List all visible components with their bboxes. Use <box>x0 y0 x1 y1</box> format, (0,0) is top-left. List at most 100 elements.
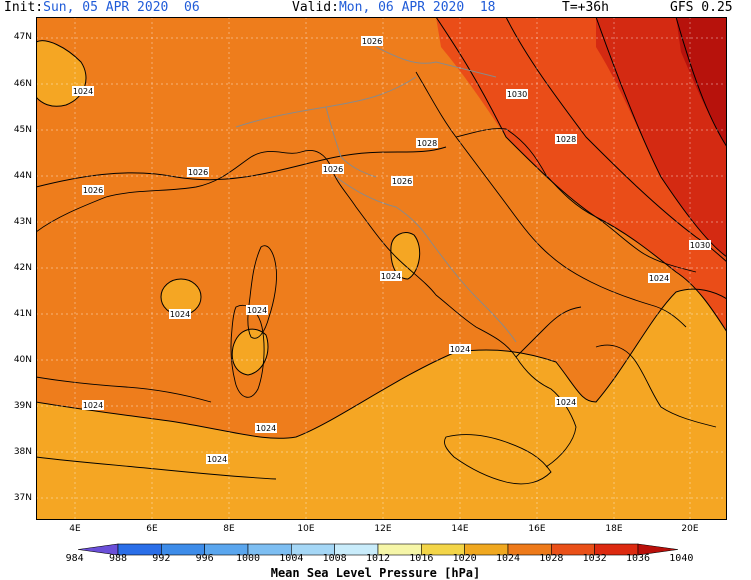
field-1020-cell-sardinia <box>232 329 268 375</box>
isobar-label-text: 1028 <box>417 139 437 148</box>
legend-tick-label: 1032 <box>582 553 607 564</box>
isobar-label: 1024 <box>449 344 471 354</box>
isobar-label: 1024 <box>555 397 577 407</box>
lon-label-12e: 12E <box>374 524 392 534</box>
isobar-label: 1024 <box>246 305 268 315</box>
isobar-line <box>675 17 727 148</box>
legend-tick-label: 996 <box>195 553 214 564</box>
legend-swatch <box>637 543 678 556</box>
isobar-label-text: 1024 <box>73 87 93 96</box>
isobar-label: 1024 <box>206 454 228 464</box>
isobar-label: 1024 <box>253 303 275 313</box>
isobar-label-text: 1024 <box>649 274 669 283</box>
isobar-label: 1026 <box>187 167 209 177</box>
model-name: GFS 0.25 <box>670 0 733 15</box>
legend-tick-label: 1008 <box>322 553 347 564</box>
isobar-label-text: 1028 <box>556 135 576 144</box>
lon-label-4e: 4E <box>69 524 81 534</box>
lead-time: T=+36h <box>562 0 609 15</box>
isobar-label-text: 1024 <box>83 401 103 410</box>
legend-tick-label: 1004 <box>279 553 304 564</box>
isobar-label-text: 1026 <box>392 177 412 186</box>
border-line <box>335 176 432 243</box>
isobar-label: 1028 <box>555 134 577 144</box>
init-time: Init:Sun, 05 APR 2020 06 <box>4 0 200 16</box>
isobar-label-text: 1024 <box>381 272 401 281</box>
isobar-label-text: 1024 <box>207 455 227 464</box>
pressure-map-svg: 1024 1026 1026 1026 1028 1030 1028 1026 … <box>36 17 727 520</box>
coastline <box>230 305 265 398</box>
coastline <box>36 456 277 480</box>
isobar-label: 1024 <box>82 400 104 410</box>
isobar-label: 1024 <box>169 309 191 319</box>
lat-label-47n: 47N <box>13 32 32 42</box>
field-1020-cell-balearic <box>161 279 201 315</box>
legend-tick-label: 1028 <box>539 553 564 564</box>
isobar-label: 1028 <box>416 138 438 148</box>
pressure-map: 1024 1026 1026 1026 1028 1030 1028 1026 … <box>36 17 727 520</box>
legend-tick-label: 992 <box>152 553 171 564</box>
isobar-label: 1024 <box>648 273 670 283</box>
color-legend <box>78 543 678 556</box>
coastline <box>455 128 697 273</box>
isobar-label: 1026 <box>361 36 383 46</box>
legend-tick-label: 1040 <box>669 553 694 564</box>
init-value: Sun, 05 APR 2020 06 <box>43 0 200 15</box>
init-label: Init: <box>4 0 44 15</box>
coastline <box>515 306 582 358</box>
coastline <box>36 376 212 403</box>
isobar-labels: 1024 1026 1026 1026 1028 1030 1028 1026 … <box>72 36 711 464</box>
lat-label-45n: 45N <box>13 125 32 135</box>
isobar-label-text: 1024 <box>247 306 267 315</box>
coastline <box>443 434 552 485</box>
lat-label-44n: 44N <box>13 171 32 181</box>
field-1036 <box>676 17 727 147</box>
valid-time: Valid:Mon, 06 APR 2020 18 <box>292 0 496 16</box>
lon-label-8e: 8E <box>223 524 235 534</box>
legend-tick-label: 1024 <box>495 553 521 564</box>
legend-tick-label: 1016 <box>409 553 434 564</box>
border-line <box>430 241 517 343</box>
valid-value: Mon, 06 APR 2020 18 <box>338 0 496 15</box>
legend-tick-label: 1012 <box>365 553 391 564</box>
coastline <box>247 245 277 339</box>
lat-label-37n: 37N <box>13 493 32 503</box>
isobar-label: 1024 <box>255 423 277 433</box>
coastline <box>415 71 687 328</box>
lat-label-46n: 46N <box>13 79 32 89</box>
valid-label: Valid: <box>292 0 339 15</box>
isobar-label-text: 1024 <box>556 398 576 407</box>
lon-label-14e: 14E <box>451 524 469 534</box>
isobar-line <box>36 146 447 188</box>
isobar-line <box>435 17 727 333</box>
isobar-label: 1024 <box>72 86 94 96</box>
isobar-label-text: 1024 <box>256 424 276 433</box>
lat-label-41n: 41N <box>13 309 32 319</box>
legend-tick-label: 1036 <box>625 553 651 564</box>
lat-label-42n: 42N <box>13 263 32 273</box>
isobar-label-text: 1030 <box>690 241 710 250</box>
lon-label-10e: 10E <box>297 524 315 534</box>
isobar-label: 1026 <box>391 176 413 186</box>
isobar-line <box>231 328 269 376</box>
coastline <box>595 344 717 428</box>
lon-label-18e: 18E <box>605 524 623 534</box>
border-line <box>325 106 377 178</box>
isobar-label: 1030 <box>506 89 528 99</box>
legend-bar <box>78 543 678 556</box>
isobar-label-text: 1026 <box>323 165 343 174</box>
border-line <box>375 46 497 78</box>
lon-label-20e: 20E <box>681 524 699 534</box>
lat-label-43n: 43N <box>13 217 32 227</box>
legend-tick-label: 1000 <box>235 553 261 564</box>
lat-label-40n: 40N <box>13 355 32 365</box>
isobar-label-text: 1024 <box>450 345 470 354</box>
isobar-line <box>390 232 421 280</box>
coastlines <box>36 71 717 485</box>
isobar-label-text: 1026 <box>83 186 103 195</box>
isobar-label: 1026 <box>322 164 344 174</box>
legend-title: Mean Sea Level Pressure [hPa] <box>270 566 481 580</box>
isobar-label-text: 1026 <box>188 168 208 177</box>
isobar-label: 1030 <box>689 240 711 250</box>
